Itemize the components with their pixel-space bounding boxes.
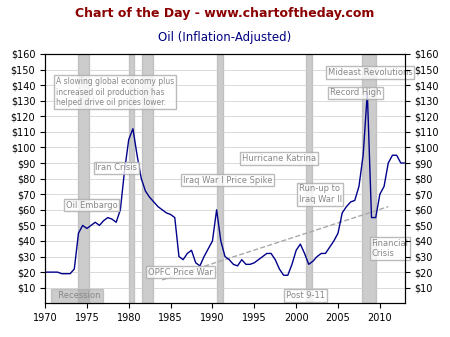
Bar <box>142 54 153 303</box>
Text: Post 9-11: Post 9-11 <box>286 291 325 300</box>
Text: Run-up to
Iraq War II: Run-up to Iraq War II <box>299 184 342 204</box>
Text: Oil (Inflation-Adjusted): Oil (Inflation-Adjusted) <box>158 31 292 43</box>
Text: Financial
Crisis: Financial Crisis <box>372 239 409 258</box>
Text: Hurricane Katrina: Hurricane Katrina <box>242 154 316 163</box>
Text: Oil Embargo: Oil Embargo <box>66 201 118 210</box>
Text: Iran Crisis: Iran Crisis <box>95 163 137 172</box>
Text: Iraq War I Price Spike: Iraq War I Price Spike <box>183 176 273 185</box>
Text: Chart of the Day - www.chartoftheday.com: Chart of the Day - www.chartoftheday.com <box>75 7 375 20</box>
Text: Recession: Recession <box>54 291 101 300</box>
Bar <box>217 54 223 303</box>
Bar <box>362 54 376 303</box>
Bar <box>78 54 89 303</box>
Text: A slowing global economy plus
increased oil production has
helped drive oil pric: A slowing global economy plus increased … <box>56 77 174 107</box>
Text: OPFC Price War: OPFC Price War <box>148 268 213 277</box>
Bar <box>129 54 134 303</box>
Text: Record High: Record High <box>330 88 381 97</box>
Text: Mideast Revolutions: Mideast Revolutions <box>328 68 413 77</box>
Bar <box>306 54 312 303</box>
